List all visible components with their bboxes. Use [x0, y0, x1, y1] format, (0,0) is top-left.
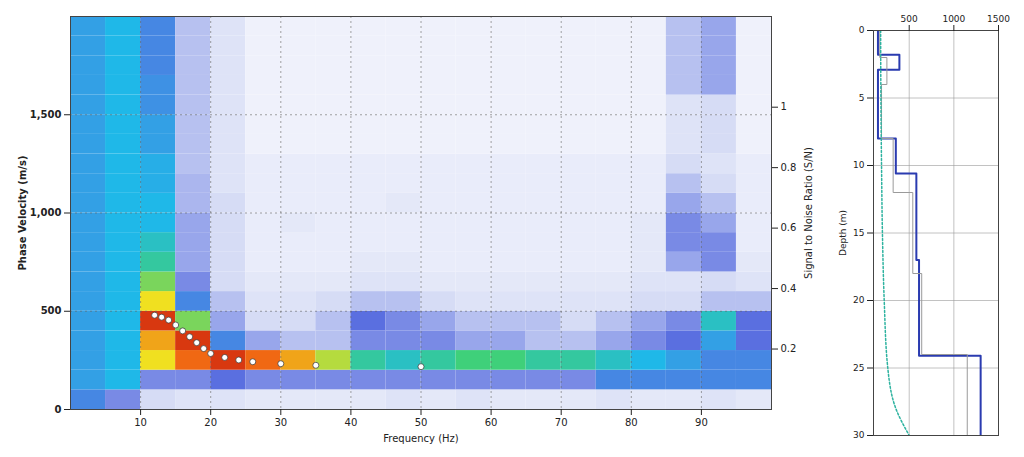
svg-text:30: 30 [274, 417, 287, 428]
svg-text:70: 70 [555, 417, 568, 428]
svg-text:80: 80 [625, 417, 638, 428]
svg-text:0.6: 0.6 [781, 222, 797, 233]
svg-text:10: 10 [134, 417, 147, 428]
svg-text:50: 50 [415, 417, 428, 428]
svg-text:20: 20 [853, 295, 865, 305]
svg-text:1000: 1000 [942, 14, 965, 24]
svg-text:10: 10 [853, 160, 865, 170]
svg-text:1500: 1500 [987, 14, 1010, 24]
svg-text:20: 20 [204, 417, 217, 428]
svg-text:90: 90 [695, 417, 708, 428]
svg-text:500: 500 [41, 305, 62, 316]
svg-text:0: 0 [859, 25, 865, 35]
svg-text:40: 40 [345, 417, 358, 428]
svg-text:60: 60 [485, 417, 498, 428]
svg-text:0.8: 0.8 [781, 162, 797, 173]
svg-text:1,000: 1,000 [30, 207, 62, 218]
svg-text:0.2: 0.2 [781, 343, 797, 354]
svg-text:1: 1 [781, 101, 787, 112]
svg-text:0: 0 [55, 404, 62, 415]
svg-text:Frequency (Hz): Frequency (Hz) [383, 433, 459, 444]
svg-text:Signal to Noise Ratio (S/N): Signal to Noise Ratio (S/N) [803, 147, 814, 279]
svg-text:15: 15 [853, 228, 864, 238]
svg-text:0.4: 0.4 [781, 283, 797, 294]
svg-text:Phase Velocity (m/s): Phase Velocity (m/s) [17, 156, 28, 271]
svg-text:Depth (m): Depth (m) [838, 210, 848, 256]
svg-text:5: 5 [859, 93, 865, 103]
svg-text:30: 30 [853, 430, 865, 440]
svg-text:500: 500 [901, 14, 918, 24]
svg-text:25: 25 [853, 363, 864, 373]
svg-text:1,500: 1,500 [30, 109, 62, 120]
